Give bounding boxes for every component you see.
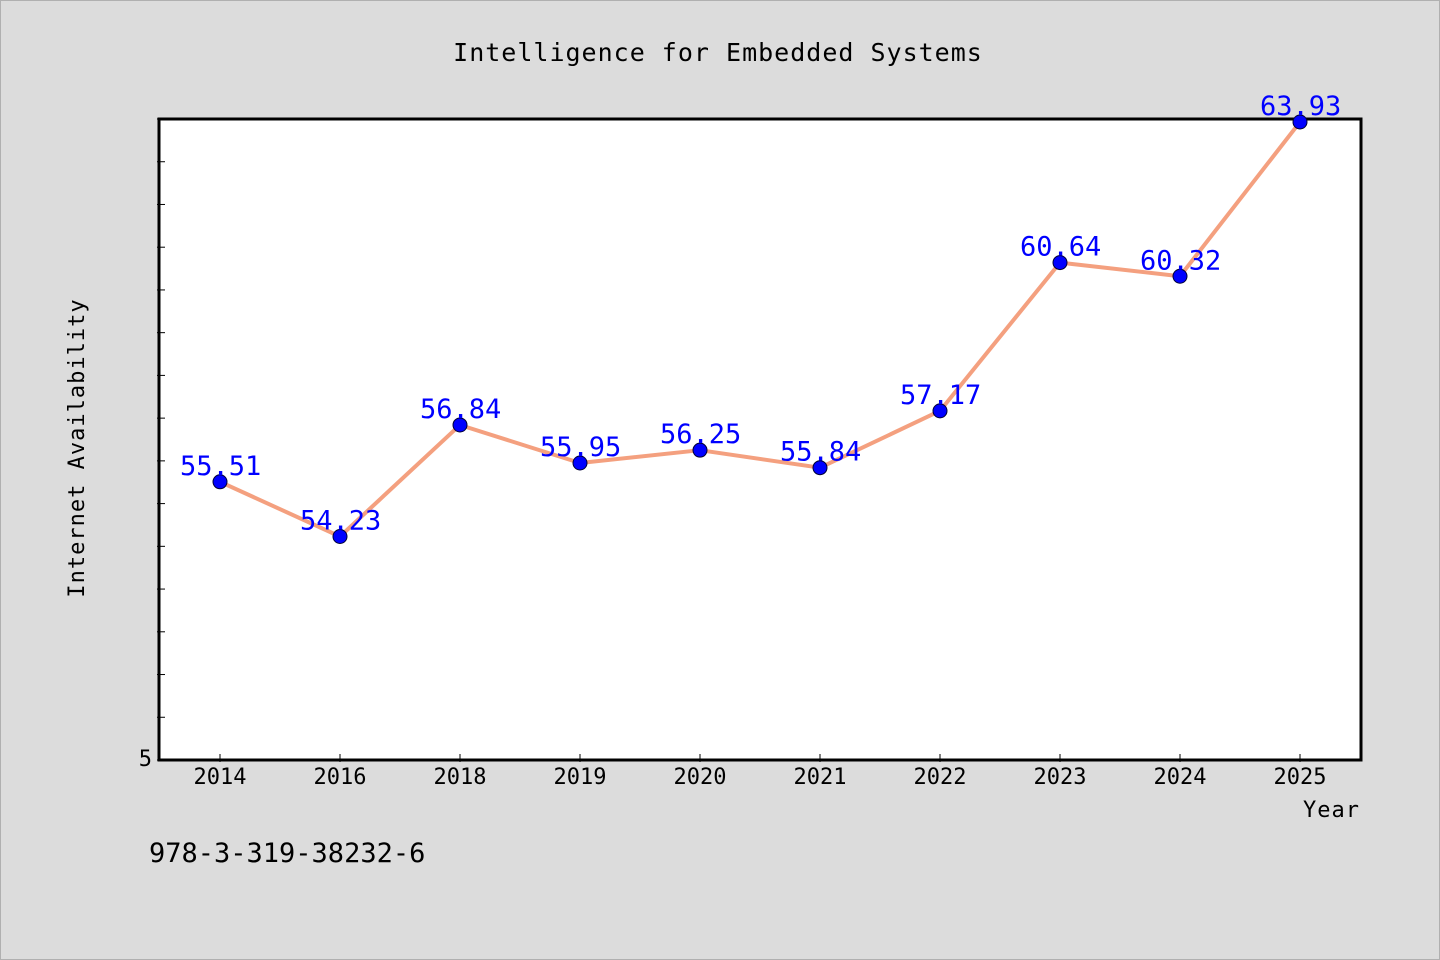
x-tick-label: 2022 [914,765,967,790]
data-point-marker [932,403,948,419]
data-point-marker [812,460,828,476]
x-tick-label: 2025 [1274,765,1327,790]
series-markers [212,114,1308,545]
x-tick-label: 2023 [1034,765,1087,790]
data-labels: 55.51 54.23 56.84 55.95 56.25 55.84 57.17 60.64… [180,91,1341,537]
series-line [219,120,1302,539]
x-tick-label: 2018 [434,765,487,790]
data-point-marker [1292,114,1308,130]
footer-id-text: 978-3-319-38232-6 [149,838,425,869]
x-axis-tick-labels: 2014 2016 2018 2019 2020 2021 2022 2023 2024 2025 [194,765,1327,790]
data-point-marker [332,529,348,545]
data-point-marker [212,474,228,490]
data-point-marker [1172,268,1188,284]
data-label: 55.84 [780,437,861,468]
data-label: 60.64 [1020,232,1101,263]
chart-title: Intelligence for Embedded Systems [453,38,983,67]
data-label: 60.32 [1140,245,1221,276]
data-label: 63.93 [1260,91,1341,122]
x-tick-label: 2014 [194,765,247,790]
data-label: 55.95 [540,432,621,463]
data-label: 54.23 [300,506,381,537]
data-point-marker [572,455,588,471]
data-label: 56.84 [420,394,501,425]
data-point-marker [692,442,708,458]
y-axis-label: Internet Availability [65,298,90,597]
data-label: 57.17 [900,380,981,411]
data-label: 56.25 [660,419,741,450]
x-tick-label: 2020 [674,765,727,790]
x-axis-ticks [219,754,1301,762]
x-axis-label: Year [1303,798,1360,823]
data-point-marker [1052,255,1068,271]
y-axis-ticks [157,118,165,761]
data-point-marker [452,417,468,433]
data-label: 55.51 [180,451,261,482]
x-tick-label: 2019 [554,765,607,790]
x-tick-label: 2024 [1154,765,1207,790]
y-axis-tick-labels: 5 [139,747,152,772]
x-tick-label: 2021 [794,765,847,790]
x-tick-label: 2016 [314,765,367,790]
y-tick-label: 5 [139,747,152,772]
plot-area [157,117,1363,762]
